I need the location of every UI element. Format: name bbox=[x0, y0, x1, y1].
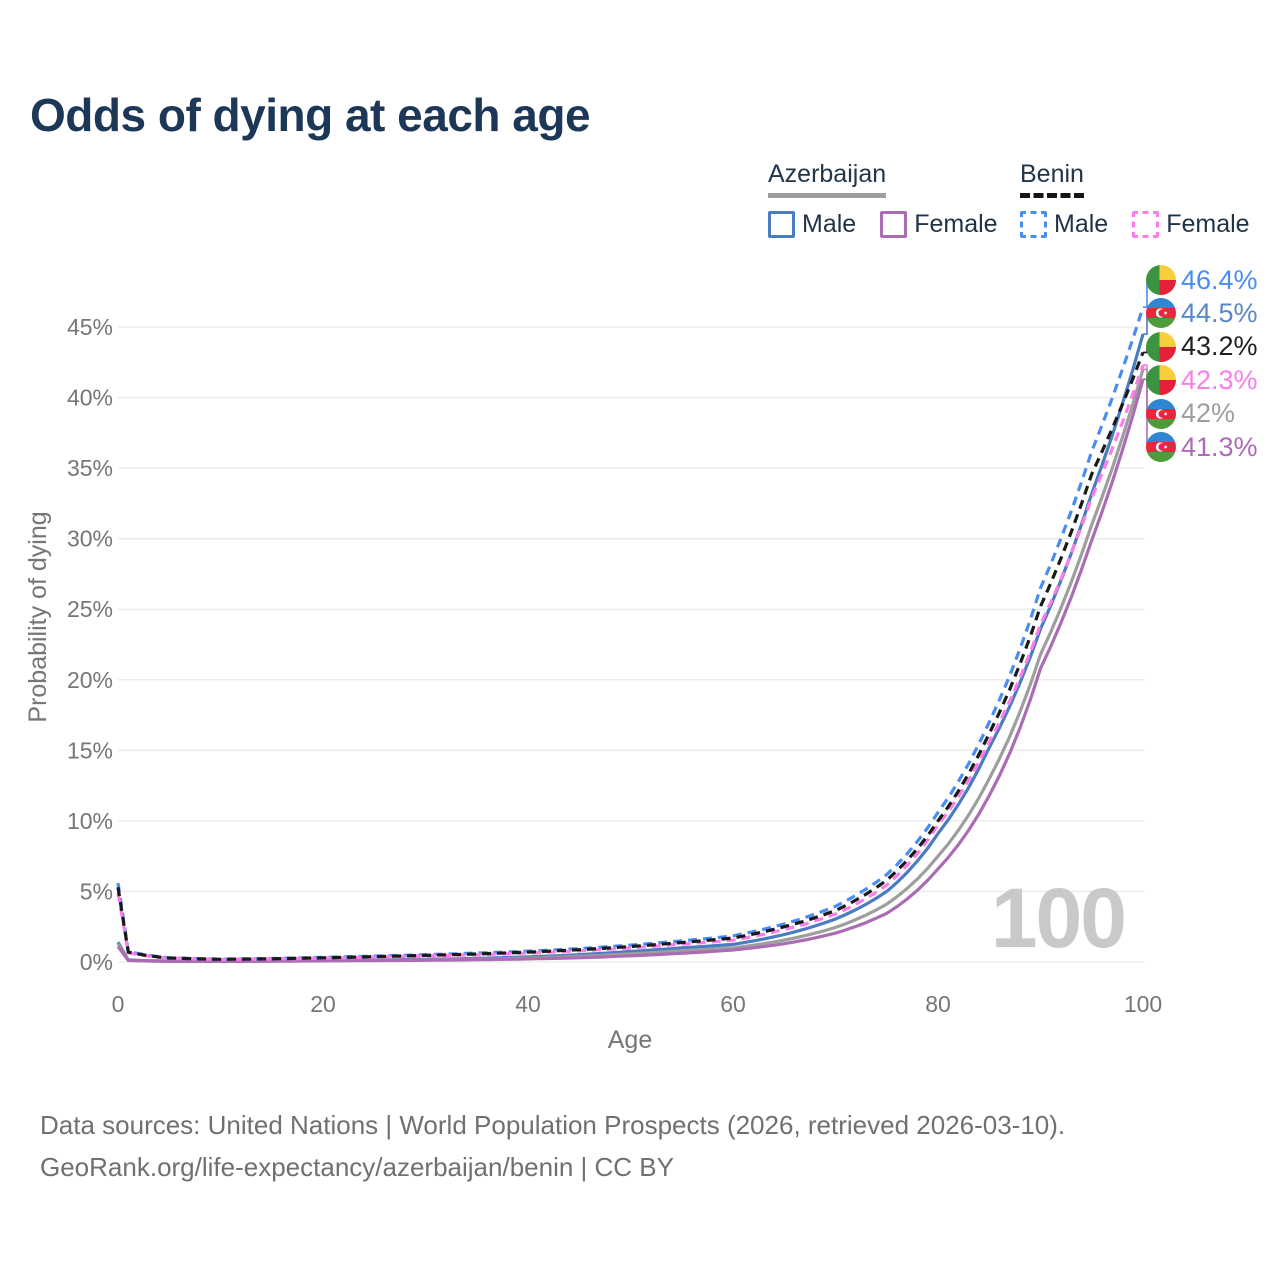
legend-header-azerbaijan[interactable]: Azerbaijan bbox=[768, 160, 887, 198]
legend-label: Female bbox=[914, 210, 998, 238]
benin-male-swatch-icon bbox=[1020, 211, 1047, 238]
legend-item-azerbaijan-female[interactable]: Female bbox=[880, 210, 998, 239]
x-tick-label: 80 bbox=[925, 991, 951, 1017]
legend-item-benin-male[interactable]: Male bbox=[1020, 210, 1108, 239]
data-source-attribution: Data sources: United Nations | World Pop… bbox=[40, 1104, 1065, 1188]
azerbaijan-female-swatch-icon bbox=[880, 211, 908, 238]
source-link-line: GeoRank.org/life-expectancy/azerbaijan/b… bbox=[40, 1152, 674, 1182]
series-line-az_both[interactable] bbox=[116, 368, 1145, 963]
azerbaijan-male-swatch-icon bbox=[768, 211, 795, 238]
x-axis-title: Age bbox=[608, 1026, 652, 1054]
leader-line-az_both bbox=[1143, 368, 1153, 415]
source-line: Data sources: United Nations | World Pop… bbox=[40, 1110, 1066, 1140]
y-tick-label: 40% bbox=[67, 385, 113, 411]
legend-label: Female bbox=[1166, 210, 1250, 238]
legend-label: Male bbox=[802, 210, 857, 238]
end-label-leader-lines bbox=[1143, 279, 1153, 448]
leader-line-benin_male bbox=[1143, 279, 1153, 308]
y-tick-label: 5% bbox=[80, 878, 113, 904]
leader-line-benin_both bbox=[1143, 346, 1153, 354]
legend-label: Male bbox=[1054, 210, 1109, 238]
leader-line-benin_female bbox=[1143, 364, 1153, 381]
legend-group-azerbaijan: Azerbaijan Male Female bbox=[768, 160, 998, 239]
page-title: Odds of dying at each age bbox=[30, 89, 591, 141]
y-tick-label: 30% bbox=[67, 526, 113, 552]
y-tick-label: 25% bbox=[67, 596, 113, 622]
y-tick-label: 20% bbox=[67, 667, 113, 693]
x-axis-tick-labels: 0 20 40 60 80 100 bbox=[112, 991, 1163, 1017]
y-tick-label: 10% bbox=[67, 808, 113, 834]
benin-female-swatch-icon bbox=[1132, 211, 1160, 238]
series-line-az_male[interactable] bbox=[116, 333, 1145, 963]
x-tick-label: 20 bbox=[310, 991, 336, 1017]
series-line-benin_female[interactable] bbox=[116, 364, 1145, 962]
x-tick-label: 0 bbox=[112, 991, 125, 1017]
y-tick-label: 45% bbox=[67, 314, 113, 340]
y-tick-label: 35% bbox=[67, 455, 113, 481]
x-tick-label: 40 bbox=[515, 991, 541, 1017]
series-line-benin_both[interactable] bbox=[116, 351, 1145, 961]
y-axis-title: Probability of dying bbox=[24, 511, 52, 722]
y-tick-label: 15% bbox=[67, 737, 113, 763]
series-line-az_female[interactable] bbox=[116, 378, 1145, 963]
y-axis-tick-labels: 0% 5% 10% 15% 20% 25% 30% 35% 40% 45% bbox=[67, 314, 113, 975]
y-tick-label: 0% bbox=[80, 949, 113, 975]
age-counter-watermark: 100 bbox=[991, 871, 1125, 965]
series-lines bbox=[116, 306, 1145, 963]
leader-line-az_male bbox=[1143, 312, 1153, 335]
legend-group-benin: Benin Male Female bbox=[1020, 160, 1250, 239]
legend-item-benin-female[interactable]: Female bbox=[1132, 210, 1250, 239]
x-tick-label: 100 bbox=[1124, 991, 1162, 1017]
x-tick-label: 60 bbox=[720, 991, 746, 1017]
series-line-benin_male[interactable] bbox=[116, 306, 1145, 961]
gridlines bbox=[118, 326, 1145, 963]
legend-item-azerbaijan-male[interactable]: Male bbox=[768, 210, 856, 239]
legend-header-benin[interactable]: Benin bbox=[1020, 160, 1084, 198]
